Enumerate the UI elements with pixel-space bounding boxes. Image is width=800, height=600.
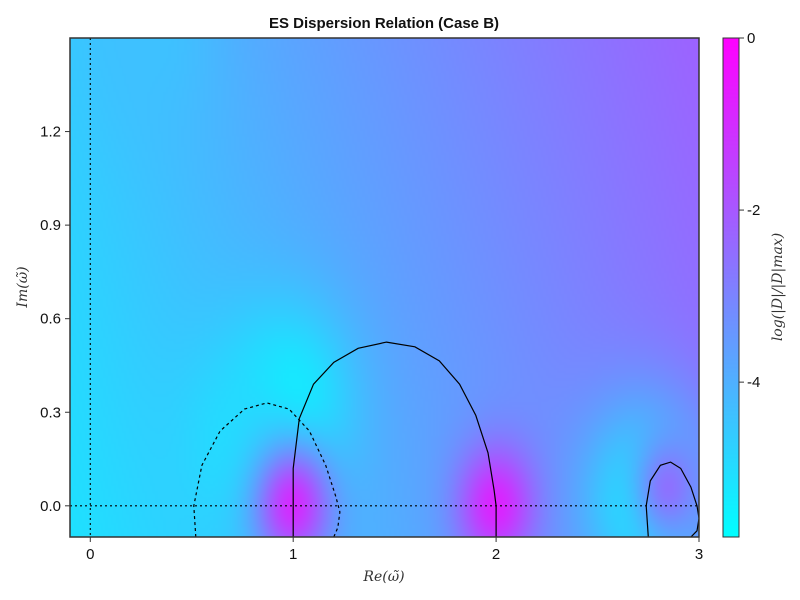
y-tick-label: 0.6 bbox=[40, 311, 61, 328]
x-axis-label: Re(ω̃) bbox=[362, 569, 404, 585]
colorbar-tick-label: -2 bbox=[747, 202, 760, 219]
colorbar-tick-label: -4 bbox=[747, 374, 760, 391]
colorbar-label: log(|D|/|D|max) bbox=[770, 233, 786, 341]
colorbar-ticks: 0 -2 -4 bbox=[739, 30, 760, 391]
colorbar-tick-label: 0 bbox=[747, 30, 755, 47]
y-axis-ticks: 0.0 0.3 0.6 0.9 1.2 bbox=[40, 124, 70, 515]
y-tick-label: 0.0 bbox=[40, 498, 61, 515]
y-tick-label: 0.3 bbox=[40, 404, 61, 421]
x-tick-label: 0 bbox=[86, 546, 94, 563]
reference-lines bbox=[70, 38, 699, 537]
x-axis-ticks: 0 1 2 3 bbox=[86, 537, 703, 563]
heatmap-field bbox=[70, 38, 699, 537]
x-tick-label: 3 bbox=[695, 546, 703, 563]
y-tick-label: 0.9 bbox=[40, 217, 61, 234]
chart-title: ES Dispersion Relation (Case B) bbox=[269, 15, 499, 32]
heatmap-image bbox=[70, 38, 699, 537]
x-tick-label: 1 bbox=[289, 546, 297, 563]
contour-line-2 bbox=[193, 402, 341, 537]
contour-line-1 bbox=[292, 341, 497, 537]
plot-frame bbox=[69, 37, 700, 538]
x-tick-label: 2 bbox=[492, 546, 500, 563]
y-tick-label: 1.2 bbox=[40, 124, 61, 141]
colorbar bbox=[722, 37, 740, 538]
y-axis-label: Im(ω̃) bbox=[15, 266, 31, 308]
